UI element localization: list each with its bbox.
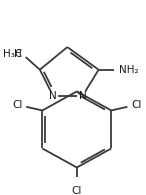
Text: Cl: Cl (131, 100, 142, 110)
Text: Cl: Cl (12, 100, 22, 110)
Text: H: H (14, 49, 22, 59)
Text: H₃C: H₃C (3, 49, 22, 59)
Text: N: N (79, 91, 86, 101)
Text: N: N (49, 91, 57, 101)
Text: NH₂: NH₂ (119, 65, 139, 75)
Text: Cl: Cl (72, 186, 82, 195)
